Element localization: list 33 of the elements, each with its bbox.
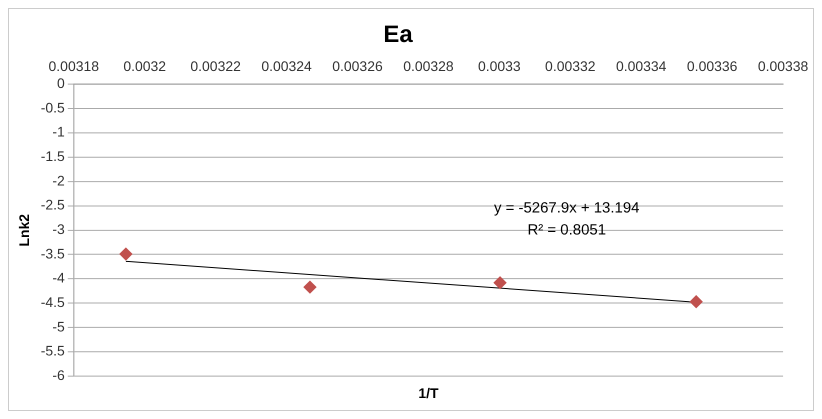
x-tick-label: 0.00338 [758, 58, 809, 74]
x-tick-label: 0.00322 [190, 58, 242, 74]
x-tick-label: 0.00334 [616, 58, 667, 74]
y-tick-label: -4.5 [40, 294, 66, 310]
y-tick-label: -4 [52, 270, 66, 286]
y-tick-label: -5 [52, 318, 66, 334]
x-tick-label: 0.00328 [403, 58, 454, 74]
x-tick-label: 0.00332 [545, 58, 596, 74]
y-tick-label: -3.5 [40, 245, 66, 262]
y-tick-label: -2 [52, 172, 66, 188]
point [494, 276, 507, 290]
y-tick-label: -2.5 [40, 196, 66, 213]
y-tick-label: 0 [57, 75, 66, 92]
y-tick-label: -0.5 [40, 99, 66, 116]
y-tick-label: -3 [52, 221, 66, 238]
y-tick-label: -6 [52, 367, 66, 384]
x-tick-label: 0.00324 [261, 58, 312, 74]
x-tick-label: 0.0032 [123, 58, 166, 74]
y-tick-label: -1.5 [40, 148, 66, 164]
point [119, 248, 132, 261]
y-axis-title: Lnk2 [16, 214, 32, 246]
chart-title: Ea [383, 20, 414, 48]
x-tick-label: 0.00336 [686, 58, 738, 74]
annotation: y = -5267.9x + 13.194 [494, 200, 640, 217]
x-tick-label: 0.00318 [48, 58, 100, 74]
x-tick-label: 0.00326 [332, 58, 383, 74]
point [690, 295, 703, 308]
x-tick-label: 0.0033 [478, 58, 521, 74]
y-tick-label: -5.5 [40, 342, 66, 359]
annotation: R² = 0.8051 [527, 222, 606, 239]
x-axis-title: 1/T [418, 385, 439, 402]
y-tick-label: -1 [52, 124, 66, 140]
point [303, 280, 316, 294]
